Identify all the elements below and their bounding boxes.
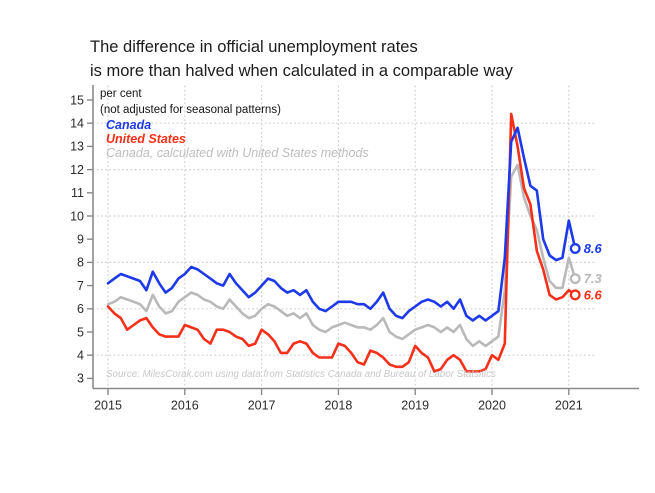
y-tick-label: 7: [77, 279, 84, 293]
y-axis-unit-label: per cent: [100, 88, 142, 100]
canada-end-marker: [569, 243, 581, 254]
y-tick-label: 12: [70, 163, 84, 177]
y-tick-label: 10: [70, 209, 84, 223]
y-axis-adjustment-note: (not adjusted for seasonal patterns): [100, 103, 281, 116]
united-states-line: [106, 112, 577, 373]
x-tick-label: 2019: [401, 399, 429, 413]
y-tick-label: 15: [70, 93, 84, 107]
legend-item-united-states: United States: [106, 132, 186, 147]
x-tick-label: 2020: [478, 399, 506, 413]
canada-us-methods-line: [106, 163, 577, 348]
x-tick-label: 2018: [324, 399, 352, 413]
canada-end-value-label: 8.6: [584, 241, 603, 256]
y-tick-label: 4: [77, 349, 84, 363]
united-states-end-value-label: 6.6: [584, 287, 603, 302]
chart-title-line2: is more than halved when calculated in a…: [90, 61, 513, 80]
canada-line: [106, 126, 577, 322]
x-tick-label: 2015: [94, 399, 122, 413]
canada-us-methods-end-value-label: 7.3: [584, 271, 603, 286]
y-tick-label: 14: [70, 117, 84, 131]
canada-us-methods-end-marker: [569, 273, 581, 285]
x-tick-label: 2021: [555, 399, 583, 413]
chart-title-line1: The difference in official unemployment …: [90, 38, 418, 56]
y-tick-label: 9: [77, 233, 84, 247]
x-tick-label: 2017: [248, 399, 276, 413]
y-axis-note: per cent (not adjusted for seasonal patt…: [100, 87, 281, 118]
legend-item-canada-us-methods: Canada, calculated with United States me…: [106, 146, 369, 161]
x-tick-label: 2016: [171, 399, 199, 413]
y-tick-label: 13: [70, 140, 84, 154]
united-states-end-marker: [569, 289, 581, 301]
source-note: Source: MilesCorak.com using data from S…: [106, 369, 496, 380]
y-tick-label: 8: [77, 256, 84, 270]
y-tick-label: 3: [77, 372, 84, 386]
y-tick-label: 5: [77, 325, 84, 339]
legend-item-canada: Canada: [106, 118, 152, 132]
y-tick-label: 6: [77, 302, 84, 316]
y-tick-label: 11: [71, 186, 84, 200]
legend: Canada United States Canada, calculated …: [106, 118, 369, 161]
chart-title: The difference in official unemployment …: [90, 36, 513, 83]
